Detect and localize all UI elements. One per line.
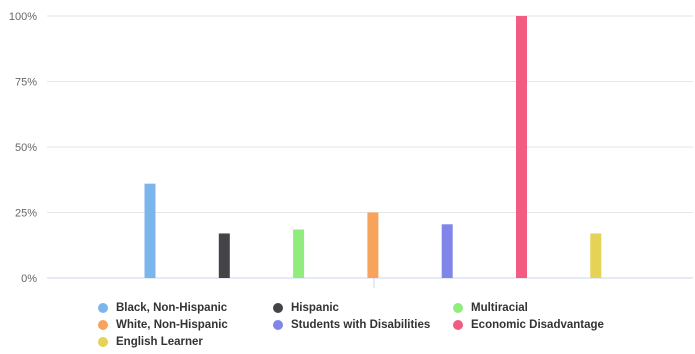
legend-label: Economic Disadvantage — [471, 319, 604, 331]
legend-swatch-icon — [98, 320, 108, 330]
bar[interactable] — [590, 233, 602, 278]
bar[interactable] — [144, 183, 156, 278]
legend-swatch-icon — [453, 320, 463, 330]
y-tick-label: 0% — [21, 273, 37, 285]
legend-swatch-icon — [453, 303, 463, 313]
legend-item[interactable]: White, Non-Hispanic — [98, 318, 273, 332]
y-tick-label: 50% — [15, 142, 37, 154]
y-tick-label: 25% — [15, 208, 37, 220]
legend-item[interactable]: Students with Disabilities — [273, 318, 453, 332]
legend-swatch-icon — [98, 337, 108, 347]
legend-swatch-icon — [273, 320, 283, 330]
legend-label: Multiracial — [471, 302, 528, 314]
bar[interactable] — [218, 233, 230, 278]
legend-item[interactable]: Economic Disadvantage — [453, 318, 658, 332]
bar[interactable] — [293, 229, 305, 278]
legend-item[interactable]: English Learner — [98, 335, 273, 349]
legend-item[interactable]: Hispanic — [273, 301, 453, 315]
legend-label: Students with Disabilities — [291, 319, 431, 331]
legend-item[interactable]: Multiracial — [453, 301, 658, 315]
legend-label: English Learner — [116, 336, 203, 348]
legend-label: White, Non-Hispanic — [116, 319, 228, 331]
bar[interactable] — [441, 224, 453, 278]
legend-swatch-icon — [98, 303, 108, 313]
bar[interactable] — [367, 212, 379, 279]
bar[interactable] — [516, 16, 527, 278]
y-tick-label: 100% — [9, 11, 37, 23]
legend-label: Hispanic — [291, 302, 339, 314]
legend-swatch-icon — [273, 303, 283, 313]
legend-label: Black, Non-Hispanic — [116, 302, 228, 314]
y-tick-label: 75% — [15, 77, 37, 89]
chart-legend: Black, Non-Hispanic Hispanic Multiracial Wh… — [98, 301, 658, 349]
legend-item[interactable]: Black, Non-Hispanic — [98, 301, 273, 315]
